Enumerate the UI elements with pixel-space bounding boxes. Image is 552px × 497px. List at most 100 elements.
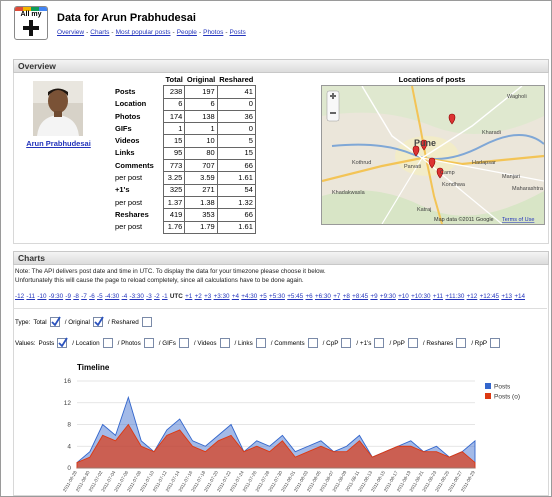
timezone-link[interactable]: +10:30 xyxy=(411,293,431,300)
nav-link[interactable]: Most popular posts xyxy=(115,29,171,36)
timezone-link[interactable]: +7 xyxy=(333,293,341,300)
profile-name-link[interactable]: Arun Prabhudesai xyxy=(26,139,91,148)
row-label: Location xyxy=(115,99,147,109)
timezone-link[interactable]: -11 xyxy=(26,293,36,300)
checkbox[interactable] xyxy=(141,317,152,327)
section-title: Charts xyxy=(18,253,45,263)
row-label: Links xyxy=(115,148,135,158)
timezone-link[interactable]: +8:45 xyxy=(352,293,369,300)
timezone-link[interactable]: -9:30 xyxy=(48,293,64,300)
timezone-link[interactable]: -4:30 xyxy=(104,293,120,300)
timezone-link[interactable]: -4 xyxy=(121,293,128,300)
map-pin[interactable] xyxy=(412,145,420,157)
map-pin[interactable] xyxy=(428,157,436,169)
timezone-link[interactable]: +9 xyxy=(370,293,378,300)
timezone-link[interactable]: -1 xyxy=(161,293,168,300)
map-terms[interactable]: Terms of Use xyxy=(502,217,534,223)
checkbox[interactable] xyxy=(49,316,61,327)
checkbox[interactable] xyxy=(407,338,418,348)
table-row: Links 95 80 15 xyxy=(113,146,256,161)
checkbox[interactable] xyxy=(307,338,318,348)
timezone-link[interactable]: +12 xyxy=(466,293,478,300)
checkbox[interactable] xyxy=(374,338,385,348)
timezone-link[interactable]: +3:30 xyxy=(213,293,230,300)
nav-link[interactable]: Posts xyxy=(229,29,246,36)
timezone-link[interactable]: -8 xyxy=(73,293,79,300)
checkbox[interactable] xyxy=(57,337,69,348)
timezone-link[interactable]: +6:30 xyxy=(314,293,331,300)
checkbox[interactable] xyxy=(255,338,266,348)
cell: 773 xyxy=(162,159,186,173)
option-label: / Reshared xyxy=(107,318,139,326)
timezone-link[interactable]: +14 xyxy=(514,293,526,300)
map-label: Kothrud xyxy=(352,160,371,166)
map-pin[interactable] xyxy=(448,113,456,125)
timezone-link[interactable]: +11:30 xyxy=(445,293,465,300)
cell: 271 xyxy=(184,183,218,197)
option-label: / Location xyxy=(72,339,100,347)
cell: 1 xyxy=(184,122,218,136)
checkbox[interactable] xyxy=(92,316,104,327)
timezone-link[interactable]: +1 xyxy=(185,293,193,300)
row-label: Posts xyxy=(115,86,136,96)
checkbox[interactable] xyxy=(456,338,467,348)
nav-link[interactable]: Overview xyxy=(57,29,85,36)
timezone-link[interactable]: -2 xyxy=(154,293,160,300)
cell: 10 xyxy=(184,134,218,148)
map-pin[interactable] xyxy=(436,167,444,179)
checkmark xyxy=(51,316,61,327)
timezone-link[interactable]: +5:30 xyxy=(269,293,285,300)
checkbox[interactable] xyxy=(490,338,501,348)
timezone-link[interactable]: +5 xyxy=(259,293,267,300)
cell: 0 xyxy=(216,97,256,111)
timezone-link[interactable]: +4 xyxy=(231,293,239,300)
section-header[interactable]: Overview xyxy=(13,59,549,73)
checkbox[interactable] xyxy=(178,338,189,348)
checkbox[interactable] xyxy=(219,338,230,348)
timezone-link[interactable]: +2 xyxy=(194,293,202,300)
option-label: / Links xyxy=(234,339,253,347)
timezone-link[interactable]: -7 xyxy=(81,293,87,300)
checkbox[interactable] xyxy=(341,338,352,348)
nav-link[interactable]: Photos xyxy=(203,29,224,36)
timezone-link[interactable]: -12 xyxy=(15,293,25,300)
logo[interactable]: All my xyxy=(14,6,48,40)
timezone-link[interactable]: -6 xyxy=(89,293,95,300)
table-header-row: Total Original Reshared xyxy=(113,74,255,86)
chart-title: Timeline xyxy=(77,363,110,372)
timezone-link[interactable]: -3 xyxy=(146,293,152,300)
timezone-link[interactable]: -5 xyxy=(97,293,103,300)
timezone-link[interactable]: -9 xyxy=(65,293,72,300)
timezone-link[interactable]: +3 xyxy=(204,293,212,300)
timezone-link[interactable]: +11 xyxy=(432,293,444,300)
cell: 66 xyxy=(216,159,256,173)
timezone-link[interactable]: +13 xyxy=(501,293,513,300)
map-label: Manjari xyxy=(502,174,520,180)
timezone-link[interactable]: +4:30 xyxy=(241,293,258,300)
checkbox[interactable] xyxy=(102,338,113,348)
cell: 80 xyxy=(184,146,218,161)
cell: 41 xyxy=(216,85,256,99)
divider xyxy=(13,308,547,309)
timezone-link[interactable]: +9:30 xyxy=(379,293,396,300)
section-header[interactable]: Charts xyxy=(13,251,549,265)
timezone-link[interactable]: +10 xyxy=(398,293,409,300)
map-label: Katraj xyxy=(417,207,431,213)
nav-link[interactable]: Charts xyxy=(90,29,110,36)
option-label: Total xyxy=(33,318,47,326)
timezone-link[interactable]: +8 xyxy=(342,293,350,300)
timezone-link[interactable]: +5:45 xyxy=(287,293,304,300)
map[interactable]: Wagholi Pune Kharadi Hadapsar Camp Parvati Kot… xyxy=(321,85,545,225)
timezone-link[interactable]: +6 xyxy=(305,293,313,300)
options-label: Type: xyxy=(15,318,31,326)
cell: 6 xyxy=(184,97,218,111)
checkbox[interactable] xyxy=(143,338,154,348)
map-pin[interactable] xyxy=(420,139,428,151)
timezone-link[interactable]: -10 xyxy=(37,293,47,300)
current-timezone: UTC xyxy=(169,293,183,300)
timezone-link[interactable]: +12:45 xyxy=(479,293,500,300)
row-label: per post xyxy=(115,173,143,183)
timezone-link[interactable]: -3:30 xyxy=(129,293,144,300)
nav-link[interactable]: People xyxy=(176,29,197,36)
table-row: +1's 325 271 54 xyxy=(113,183,256,197)
